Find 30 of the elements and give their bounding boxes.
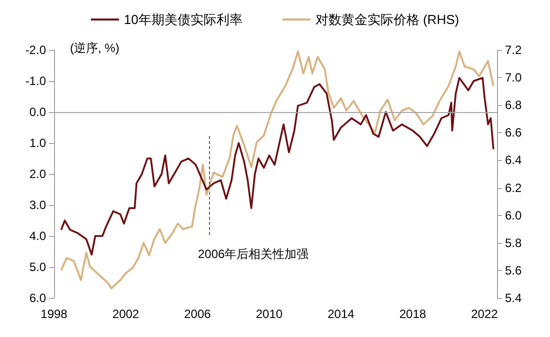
y-tick-label: 2.0 <box>29 167 46 181</box>
y2-tick-label: 6.8 <box>505 98 522 112</box>
y-tick-label: 0.0 <box>29 105 46 119</box>
y2-tick-label: 5.4 <box>505 291 522 305</box>
y2-tick-label: 6.6 <box>505 126 522 140</box>
y2-tick-label: 6.0 <box>505 208 522 222</box>
y-tick-label: 4.0 <box>29 229 46 243</box>
legend-label: 10年期美债实际利率 <box>124 12 242 27</box>
y-tick-label: 1.0 <box>29 136 46 150</box>
y-axis-title: (逆序, %) <box>70 41 120 55</box>
annotation: 2006年后相关性加强 <box>198 247 309 261</box>
x-tick-label: 2018 <box>399 307 426 321</box>
x-tick-label: 2022 <box>471 307 498 321</box>
y2-tick-label: 5.8 <box>505 236 522 250</box>
y2-tick-label: 6.4 <box>505 153 522 168</box>
x-tick-label: 1998 <box>40 307 68 321</box>
y2-tick-label: 6.2 <box>505 180 522 195</box>
y2-tick-label: 5.6 <box>505 263 522 278</box>
x-tick-label: 2002 <box>112 307 140 321</box>
y-tick-label: 3.0 <box>29 198 46 212</box>
y-tick-label: -2.0 <box>25 43 46 57</box>
y-tick-label: 6.0 <box>29 291 46 305</box>
y2-tick-label: 7.0 <box>505 70 522 85</box>
y-tick-label: 5.0 <box>29 260 46 274</box>
legend-label: 对数黄金实际价格 (RHS) <box>315 12 460 27</box>
x-tick-label: 2010 <box>256 307 283 321</box>
x-tick-label: 2014 <box>328 307 355 321</box>
x-tick-label: 2006 <box>184 307 212 321</box>
y2-tick-label: 7.2 <box>505 43 522 57</box>
y-tick-label: -1.0 <box>25 74 46 88</box>
